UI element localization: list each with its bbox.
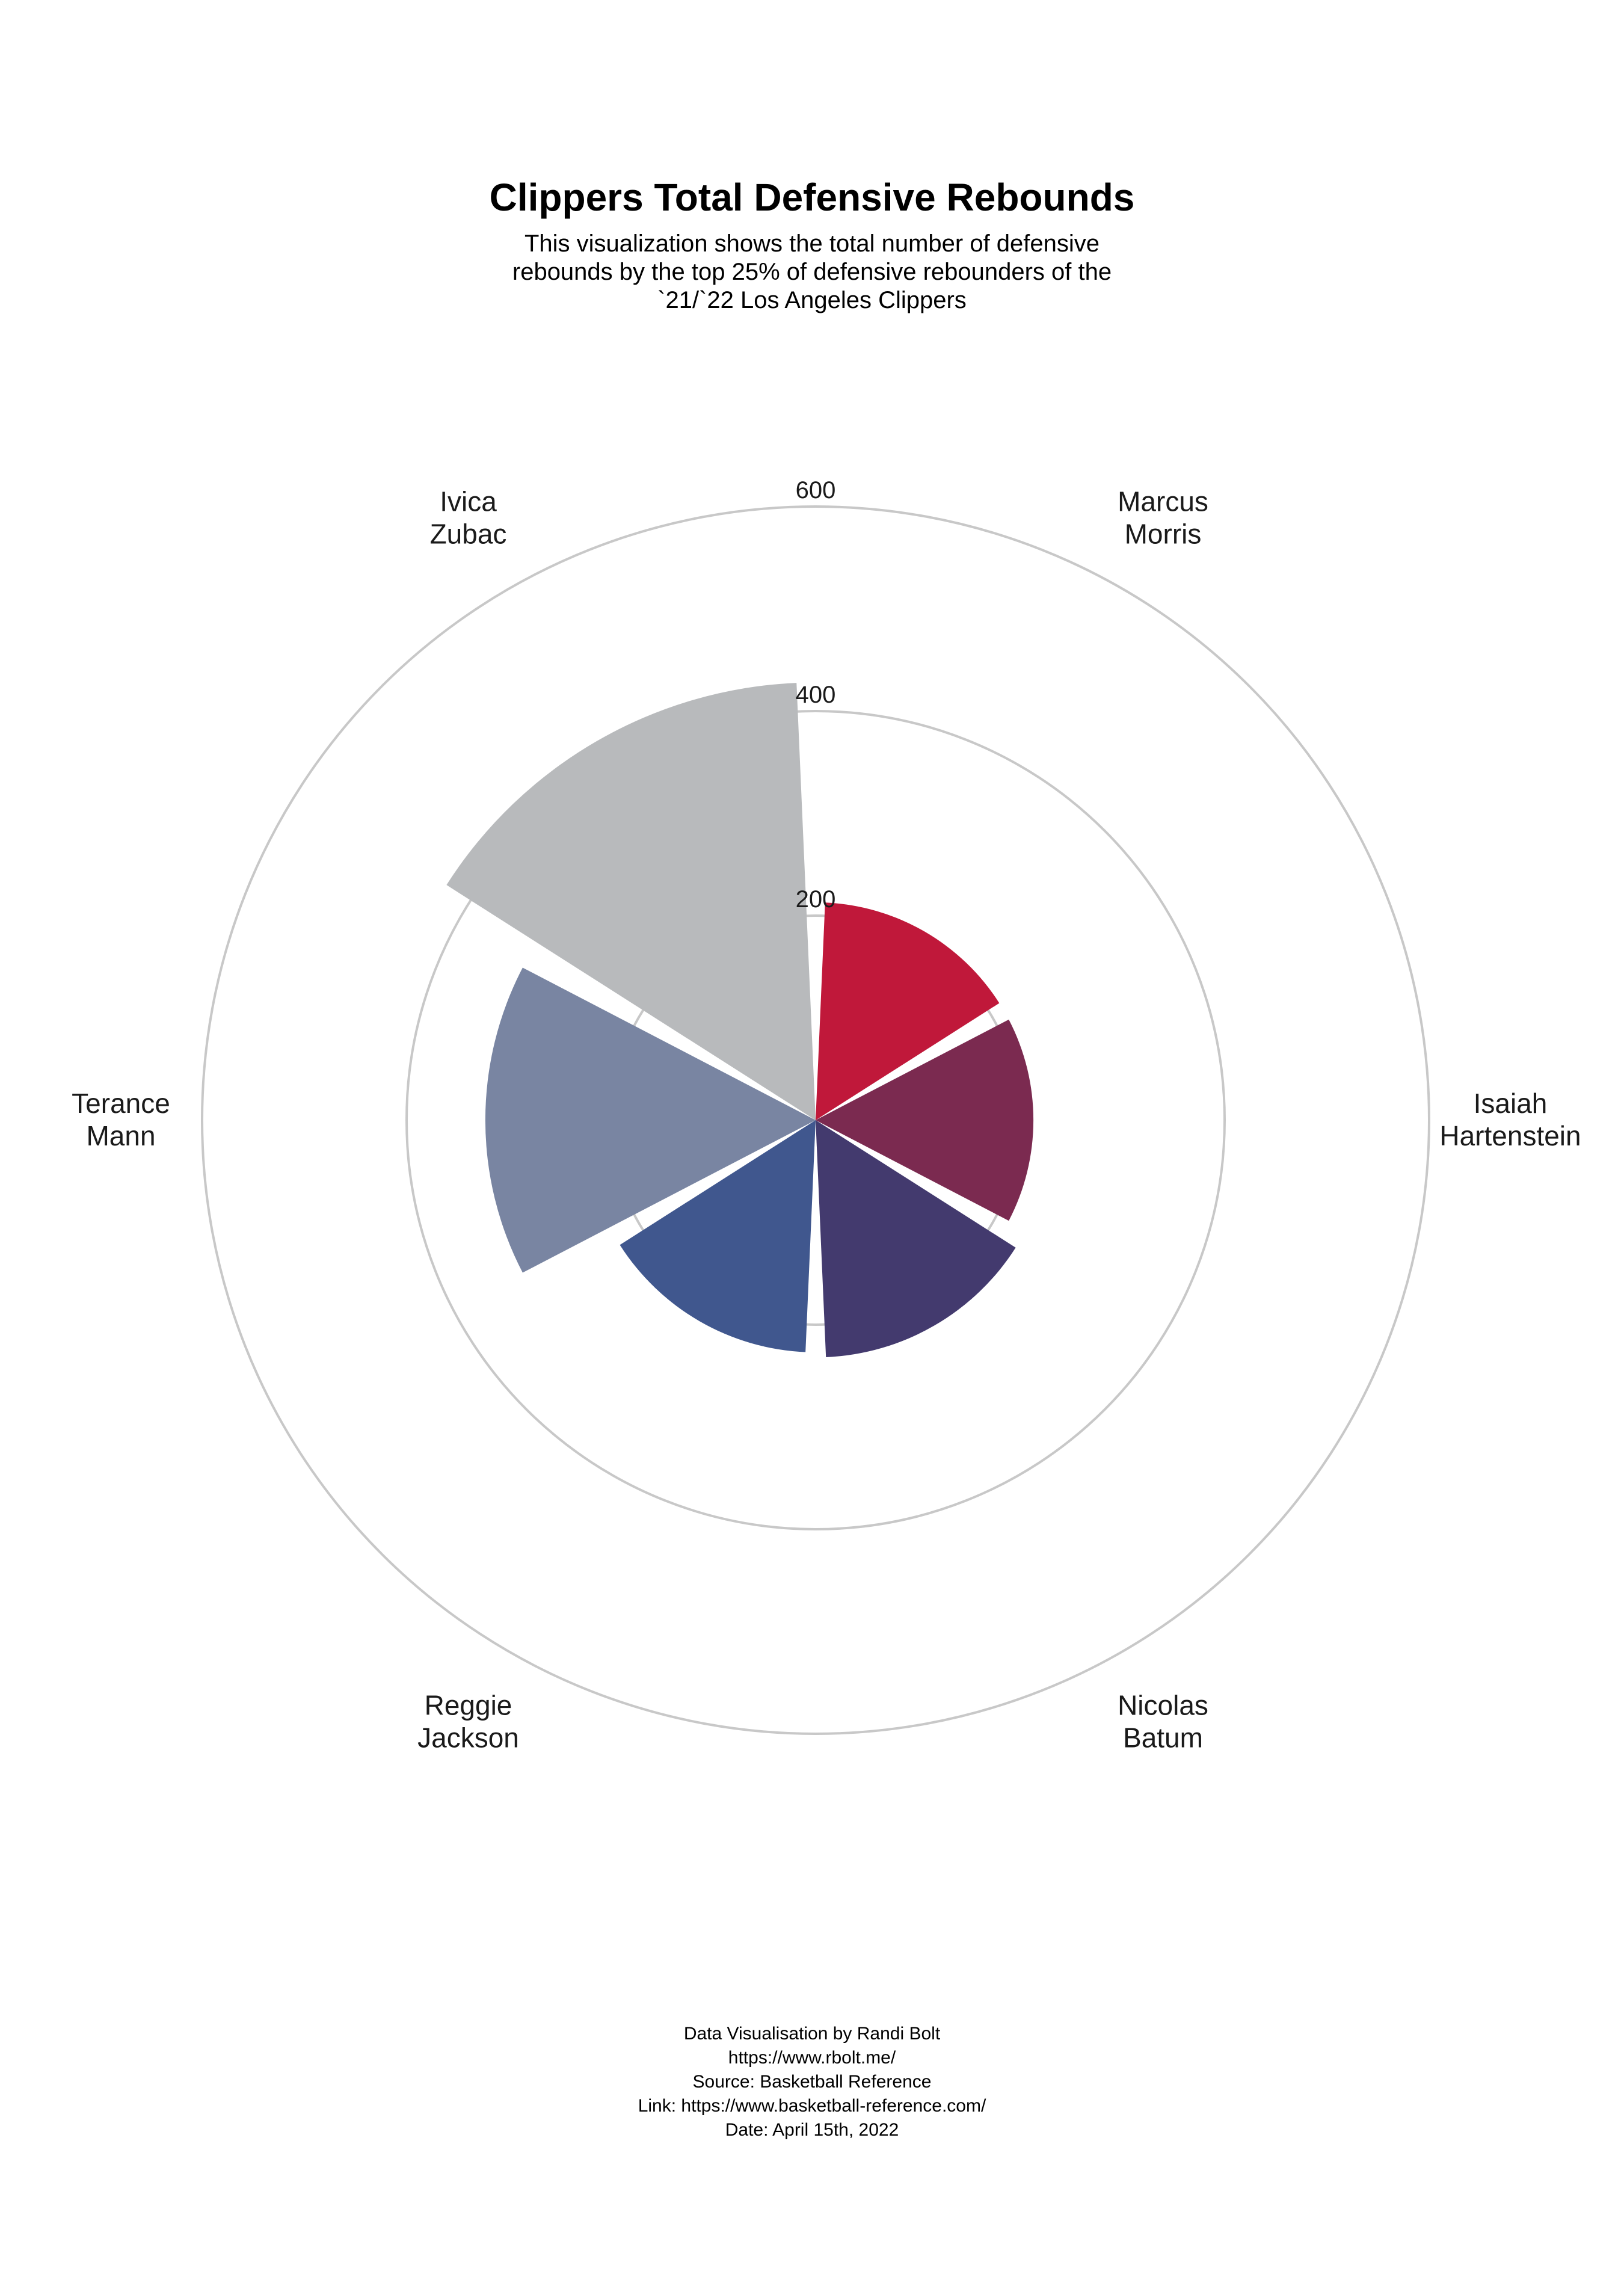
caption-line-3: Source: Basketball Reference <box>693 2072 932 2092</box>
grid-ring-400 <box>405 710 1226 1530</box>
category-label-marcus-morris: Marcus Morris <box>1118 486 1208 550</box>
chart-subtitle-line-2: rebounds by the top 25% of defensive reb… <box>512 259 1112 285</box>
category-label-reggie-jackson: Reggie Jackson <box>417 1689 519 1753</box>
bar-reggie-jackson <box>620 1120 816 1352</box>
chart-subtitle-line-3: `21/`22 Los Angeles Clippers <box>657 287 967 313</box>
tick-label-200: 200 <box>796 886 836 913</box>
chart-title: Clippers Total Defensive Rebounds <box>490 176 1135 219</box>
tick-label-400: 400 <box>796 682 836 708</box>
bar-terance-mann <box>485 967 816 1273</box>
tick-label-600: 600 <box>796 477 836 504</box>
category-label-nicolas-batum: Nicolas Batum <box>1118 1689 1208 1753</box>
caption-line-5: Date: April 15th, 2022 <box>725 2120 899 2140</box>
category-label-ivica-zubac: Ivica Zubac <box>430 486 507 550</box>
caption-line-2: https://www.rbolt.me/ <box>728 2048 896 2068</box>
bar-isaiah-hartenstein <box>816 1019 1034 1221</box>
category-labels: Marcus Morris Isaiah Hartenstein Nicolas Batu… <box>72 486 1581 1754</box>
bar-ivica-zubac <box>446 683 816 1120</box>
radial-tick-labels: 200 400 600 <box>796 477 836 913</box>
grid-ring-600 <box>201 505 1430 1735</box>
caption-line-1: Data Visualisation by Randi Bolt <box>684 2024 941 2044</box>
bar-nicolas-batum <box>816 1120 1016 1358</box>
caption-line-4: Link: https://www.basketball-reference.c… <box>638 2096 986 2116</box>
chart-subtitle-line-1: This visualization shows the total numbe… <box>524 230 1100 257</box>
bar-layer <box>446 683 1034 1358</box>
category-label-isaiah-hartenstein: Isaiah Hartenstein <box>1439 1088 1581 1151</box>
category-label-terance-mann: Terance Mann <box>72 1088 170 1151</box>
bar-marcus-morris <box>816 902 1000 1120</box>
